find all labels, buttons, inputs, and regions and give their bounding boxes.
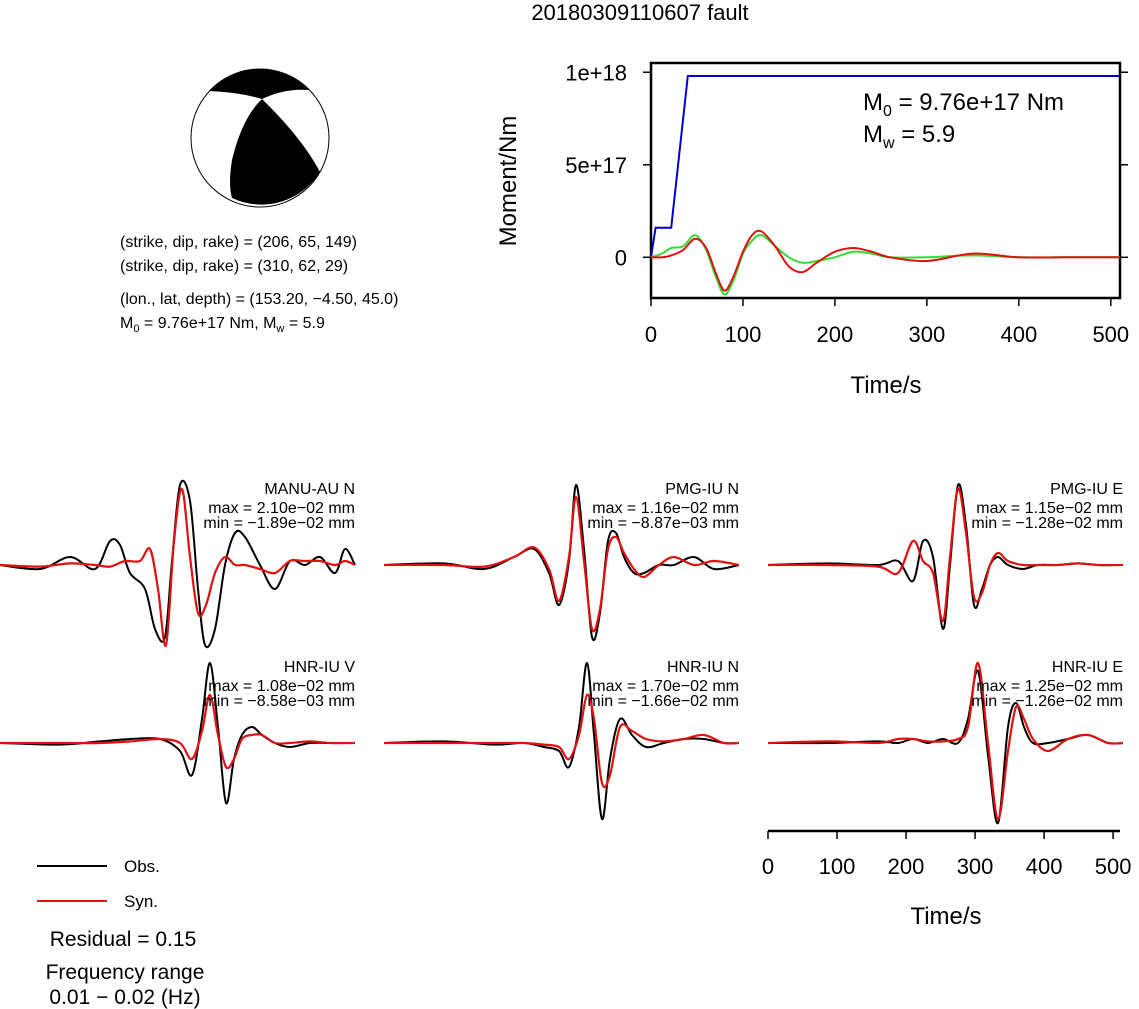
moment-ytick-label: 5e+17 (565, 153, 627, 178)
moment-chart-frame (649, 61, 1122, 300)
moment-xlabel: Time/s (850, 372, 921, 399)
moment-mw-sub: w (882, 135, 895, 152)
station-label: PMG-IU N (665, 481, 739, 498)
m0-subscript: 0 (133, 323, 139, 335)
legend: Obs. Syn. Residual = 0.15 Frequency rang… (37, 857, 204, 1009)
mechanism-magnitude: M0 = 9.76e+17 Nm, Mw = 5.9 (120, 315, 325, 335)
waveform-xtick-label: 0 (762, 854, 774, 879)
moment-ytick-label: 1e+18 (565, 60, 627, 85)
beachball-compression-top (209, 69, 309, 99)
moment-m0-annotation: M0 = 9.76e+17 Nm (863, 89, 1064, 120)
legend-obs-label: Obs. (124, 857, 160, 876)
synthetic-trace (767, 661, 1124, 821)
station-label: HNR-IU V (284, 659, 355, 676)
min-amplitude-label: min = −1.26e−02 mm (971, 693, 1123, 710)
station-label: MANU-AU N (264, 481, 355, 498)
m0-text: = 9.76e+17 Nm, M (139, 315, 276, 332)
max-amplitude-label: max = 1.25e−02 mm (976, 678, 1123, 695)
waveform-xtick-label: 200 (888, 854, 925, 879)
frequency-value: 0.01 − 0.02 (Hz) (49, 986, 200, 1009)
frequency-title: Frequency range (46, 961, 205, 984)
min-amplitude-label: min = −1.89e−02 mm (203, 515, 355, 532)
moment-m0-value: = 9.76e+17 Nm (892, 89, 1064, 116)
moment-mw-symbol: M (863, 121, 883, 148)
moment-xtick-label: 100 (725, 322, 762, 347)
station-label: HNR-IU N (667, 659, 739, 676)
waveform-xtick-label: 500 (1095, 854, 1132, 879)
mw-subscript: w (275, 323, 284, 335)
moment-m0-sub: 0 (883, 103, 892, 120)
min-amplitude-label: min = −1.28e−02 mm (971, 515, 1123, 532)
waveform-time-axis: 0 100 200 300 400 500 Time/s (762, 829, 1132, 930)
moment-xtick-label: 400 (1000, 322, 1037, 347)
m0-symbol: M (120, 315, 133, 332)
moment-xtick-label: 300 (909, 322, 946, 347)
legend-syn-label: Syn. (124, 892, 158, 911)
mechanism-line-3: (lon., lat, depth) = (153.20, −4.50, 45.… (120, 291, 398, 308)
min-amplitude-label: min = −1.66e−02 mm (587, 693, 739, 710)
mechanism-line-2: (strike, dip, rake) = (310, 62, 29) (120, 258, 348, 275)
max-amplitude-label: max = 1.16e−02 mm (592, 500, 739, 517)
mechanism-line-1: (strike, dip, rake) = (206, 65, 149) (120, 234, 357, 251)
figure-title: 20180309110607 fault (531, 0, 748, 25)
waveform-xtick-label: 300 (957, 854, 994, 879)
max-amplitude-label: max = 2.10e−02 mm (208, 500, 355, 517)
moment-chart: 0 5e+17 1e+18 0 100 200 300 400 500 Moment/Nm Ti… (495, 60, 1129, 399)
observed-trace (767, 669, 1124, 825)
moment-cumulative-line (650, 75, 1120, 258)
moment-ylabel: Moment/Nm (495, 116, 522, 247)
station-label: HNR-IU E (1052, 659, 1123, 676)
max-amplitude-label: max = 1.70e−02 mm (592, 678, 739, 695)
max-amplitude-label: max = 1.15e−02 mm (976, 500, 1123, 517)
waveform-xtick-label: 100 (819, 854, 856, 879)
min-amplitude-label: min = −8.58e−03 mm (203, 693, 355, 710)
observed-trace (0, 479, 356, 649)
synthetic-trace (767, 487, 1124, 623)
waveform-xtick-label: 400 (1026, 854, 1063, 879)
synthetic-trace (0, 487, 356, 647)
residual-label: Residual = 0.15 (50, 928, 197, 951)
moment-xtick-label: 200 (817, 322, 854, 347)
moment-m0-symbol: M (863, 89, 883, 116)
max-amplitude-label: max = 1.08e−02 mm (208, 678, 355, 695)
moment-mw-annotation: Mw = 5.9 (863, 121, 955, 152)
moment-mw-value: = 5.9 (895, 121, 956, 148)
moment-ytick-label: 0 (615, 245, 627, 270)
mw-text: = 5.9 (284, 315, 325, 332)
waveform-axis-ticks: 0 100 200 300 400 500 (762, 831, 1132, 879)
beachball (190, 68, 330, 208)
waveform-xlabel: Time/s (910, 903, 981, 930)
beachball-compression-main (230, 99, 320, 205)
min-amplitude-label: min = −8.87e−03 mm (587, 515, 739, 532)
synthetic-trace (0, 693, 356, 770)
synthetic-trace (383, 495, 740, 633)
moment-ticks: 0 5e+17 1e+18 0 100 200 300 400 500 (565, 60, 1129, 347)
observed-trace (0, 661, 355, 805)
station-label: PMG-IU E (1050, 481, 1123, 498)
moment-xtick-label: 0 (645, 322, 657, 347)
moment-rate-red-line (650, 229, 1121, 292)
moment-xtick-label: 500 (1092, 322, 1129, 347)
moment-lines (650, 75, 1121, 296)
synthetic-trace (384, 693, 740, 789)
mechanism-info: (strike, dip, rake) = (206, 65, 149) (st… (120, 234, 398, 335)
